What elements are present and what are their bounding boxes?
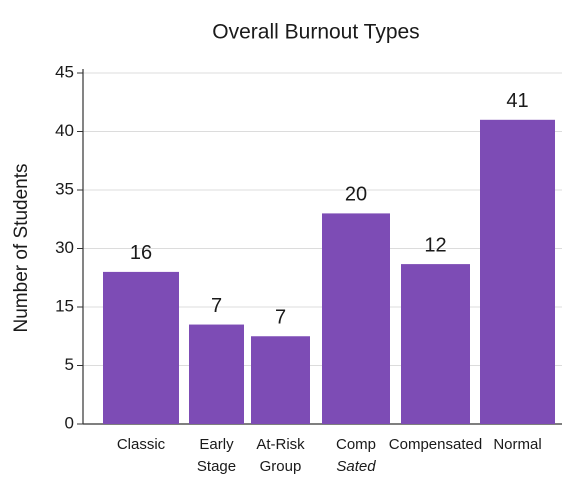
x-tick-label: Stage bbox=[197, 458, 236, 475]
y-tick-label: 45 bbox=[55, 62, 74, 81]
x-tick-label: Group bbox=[260, 458, 302, 475]
y-tick-label: 15 bbox=[55, 296, 74, 315]
y-tick-label: 30 bbox=[55, 238, 74, 257]
x-tick-label: Classic bbox=[117, 436, 166, 453]
x-tick-label: Sated bbox=[336, 458, 376, 475]
x-tick-label: Comp bbox=[336, 436, 376, 453]
chart-title: Overall Burnout Types bbox=[212, 21, 419, 44]
x-tick-label: Early bbox=[199, 436, 234, 453]
bar bbox=[322, 213, 390, 424]
y-tick-label: 0 bbox=[65, 413, 74, 432]
bar bbox=[480, 119, 555, 425]
bar-annotation: 41 bbox=[506, 90, 528, 112]
y-axis-label: Number of Students bbox=[11, 164, 32, 333]
bar bbox=[103, 271, 179, 424]
x-tick-label: Normal bbox=[493, 436, 541, 453]
y-tick-label: 35 bbox=[55, 179, 74, 198]
bar-annotation: 16 bbox=[130, 242, 152, 264]
x-tick-label: Compensated bbox=[389, 436, 482, 453]
bar-annotation: 20 bbox=[345, 184, 367, 206]
y-tick-label: 5 bbox=[65, 355, 74, 374]
bar-annotation: 7 bbox=[211, 295, 222, 317]
bar bbox=[251, 336, 310, 424]
bar bbox=[401, 264, 470, 424]
bar-annotation: 7 bbox=[275, 307, 286, 329]
x-tick-label: At-Risk bbox=[256, 436, 305, 453]
bar-annotation: 12 bbox=[424, 234, 446, 256]
bar bbox=[189, 324, 244, 424]
y-tick-label: 40 bbox=[55, 121, 74, 140]
